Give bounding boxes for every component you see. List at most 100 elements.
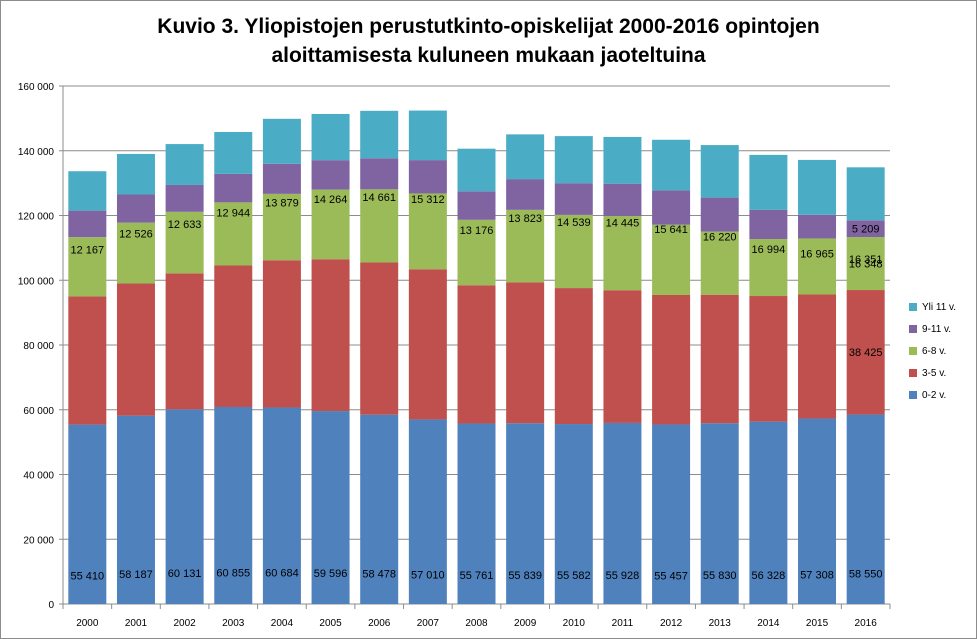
data-label: 14 264: [314, 194, 348, 206]
data-label: 13 879: [265, 198, 299, 210]
legend-label: 3-5 v.: [922, 367, 947, 379]
bar-0-2-v-2010: [554, 424, 593, 604]
data-label: 12 633: [168, 219, 202, 231]
x-tick-label: 2000: [76, 618, 99, 629]
bar-6-8-v-2016: [846, 237, 885, 291]
bar-9-11-v-2006: [360, 158, 399, 190]
data-label: 60 131: [168, 568, 202, 580]
bar-6-8-v-2010: [554, 214, 593, 289]
bar-0-2-v-2011: [603, 422, 642, 604]
bar-6-8-v-2015: [798, 238, 837, 295]
y-tick-label: 60 000: [23, 406, 54, 417]
bar-0-2-v-2006: [360, 414, 399, 604]
bar-3-5-v-2015: [798, 294, 837, 419]
data-label: 55 582: [557, 570, 591, 582]
x-tick-label: 2009: [514, 618, 537, 629]
bar-0-2-v-2000: [68, 424, 107, 604]
x-tick-label: 2005: [319, 618, 342, 629]
bar-0-2-v-2014: [749, 421, 788, 604]
bar-6-8-v-2009: [506, 209, 545, 283]
legend-swatch: [909, 303, 917, 311]
data-label: 57 308: [800, 569, 834, 581]
bar-9-11-v-2007: [408, 160, 447, 194]
data-label: 58 550: [849, 569, 883, 581]
data-label: 59 596: [314, 568, 348, 580]
data-label: 16 994: [752, 244, 786, 256]
bar-9-11-v-2002: [165, 184, 204, 212]
data-label: 14 539: [557, 217, 591, 229]
x-tick-label: 2008: [465, 618, 488, 629]
bar-yli-11-v-2011: [603, 136, 642, 184]
bar-6-8-v-2011: [603, 216, 642, 291]
bar-9-11-v-2003: [214, 173, 253, 203]
bar-6-8-v-2002: [165, 211, 204, 274]
bar-9-11-v-2016: [846, 220, 885, 238]
bar-0-2-v-2005: [311, 411, 350, 604]
x-tick-label: 2016: [855, 618, 878, 629]
data-label: 57 010: [411, 569, 445, 581]
bar-yli-11-v-2012: [652, 139, 691, 191]
bar-3-5-v-2009: [506, 282, 545, 424]
legend-label: 9-11 v.: [922, 323, 952, 335]
x-tick-label: 2010: [563, 618, 586, 629]
bar-3-5-v-2005: [311, 259, 350, 412]
bar-3-5-v-2010: [554, 288, 593, 425]
bar-3-5-v-2013: [700, 294, 739, 424]
bar-0-2-v-2002: [165, 409, 204, 604]
data-label: 14 661: [362, 192, 396, 204]
bar-0-2-v-2015: [798, 418, 837, 604]
bar-yli-11-v-2005: [311, 113, 350, 161]
bar-yli-11-v-2015: [798, 159, 837, 215]
y-tick-label: 140 000: [18, 147, 55, 158]
bar-0-2-v-2013: [700, 423, 739, 604]
data-label: 55 457: [654, 570, 688, 582]
bar-3-5-v-2006: [360, 262, 399, 415]
bar-3-5-v-2008: [457, 285, 496, 424]
data-label: 16 351: [849, 254, 883, 266]
x-tick-label: 2012: [660, 618, 683, 629]
legend-label: Yli 11 v.: [922, 301, 957, 313]
bar-0-2-v-2003: [214, 406, 253, 604]
chart-title: Kuvio 3. Yliopistojen perustutkinto-opis…: [0, 12, 977, 70]
chart-title-line-2: aloittamisesta kuluneen mukaan jaoteltui…: [271, 44, 706, 67]
y-tick-label: 20 000: [23, 535, 54, 546]
x-tick-label: 2004: [271, 618, 294, 629]
bar-9-11-v-2000: [68, 210, 107, 238]
bar-yli-11-v-2009: [506, 134, 545, 180]
data-label: 58 478: [362, 569, 396, 581]
bar-3-5-v-2012: [652, 294, 691, 425]
bar-0-2-v-2004: [262, 407, 301, 604]
x-tick-label: 2003: [222, 618, 245, 629]
bar-9-11-v-2005: [311, 160, 350, 190]
data-label: 60 855: [216, 567, 250, 579]
bar-3-5-v-2004: [262, 260, 301, 408]
bar-6-8-v-2003: [214, 202, 253, 266]
bar-yli-11-v-2016: [846, 167, 885, 221]
bar-6-8-v-2005: [311, 189, 350, 260]
bar-3-5-v-2014: [749, 296, 788, 422]
bar-9-11-v-2012: [652, 190, 691, 225]
y-tick-label: 80 000: [23, 341, 54, 352]
bar-3-5-v-2016: [846, 290, 885, 415]
data-label: 15 312: [411, 194, 445, 206]
data-label: 16 348: [849, 259, 883, 271]
data-label: 56 328: [752, 570, 786, 582]
bar-0-2-v-2001: [116, 415, 155, 604]
x-tick-label: 2002: [173, 618, 196, 629]
bar-yli-11-v-2004: [262, 118, 301, 164]
legend-item: Yli 11 v.: [909, 296, 956, 318]
bar-9-11-v-2004: [262, 163, 301, 194]
bar-yli-11-v-2001: [116, 153, 155, 195]
x-tick-label: 2013: [709, 618, 732, 629]
chart-title-line-1: Kuvio 3. Yliopistojen perustutkinto-opis…: [157, 15, 820, 38]
legend-item: 0-2 v.: [909, 384, 956, 406]
bar-9-11-v-2014: [749, 209, 788, 240]
legend-label: 0-2 v.: [922, 389, 947, 401]
bar-6-8-v-2012: [652, 224, 691, 295]
bar-3-5-v-2007: [408, 269, 447, 420]
data-label: 12 944: [216, 208, 250, 220]
bar-yli-11-v-2000: [68, 171, 107, 211]
y-tick-label: 160 000: [18, 82, 55, 93]
legend-item: 3-5 v.: [909, 362, 956, 384]
